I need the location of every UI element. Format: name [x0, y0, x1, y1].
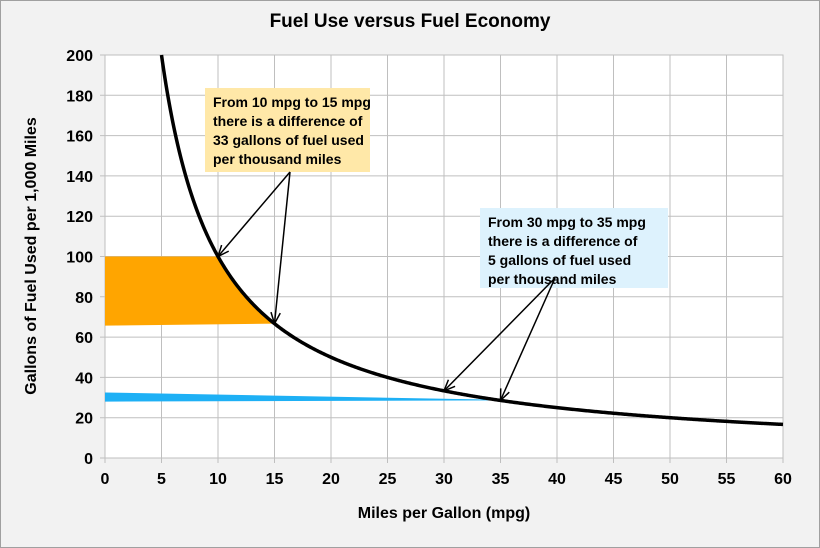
annotation-text: per thousand miles — [213, 151, 342, 167]
arrowhead-icon — [216, 244, 230, 258]
arrowhead-icon — [442, 379, 456, 393]
y-tick-label: 40 — [75, 370, 93, 387]
highlight-30-35-mpg — [105, 392, 501, 402]
x-tick-label: 55 — [718, 471, 736, 488]
annotation-arrow — [499, 277, 556, 401]
fuel-use-curve — [159, 54, 784, 427]
x-tick-label: 40 — [548, 471, 566, 488]
x-tick-label: 5 — [157, 471, 166, 488]
x-tick-label: 45 — [605, 471, 623, 488]
arrowhead-icon — [270, 311, 281, 326]
y-tick-label: 180 — [66, 88, 93, 105]
y-axis-label: Gallons of Fuel Used per 1,000 Miles — [23, 117, 40, 395]
annotation-box — [480, 208, 668, 288]
annotation-text: From 30 mpg to 35 mpg — [488, 214, 646, 230]
x-tick-label: 35 — [492, 471, 510, 488]
y-tick-label: 160 — [66, 129, 93, 146]
annotation-arrow — [273, 171, 291, 324]
x-tick-label: 50 — [661, 471, 679, 488]
x-tick-label: 15 — [266, 471, 284, 488]
y-tick-label: 20 — [75, 411, 93, 428]
chart-title: Fuel Use versus Fuel Economy — [270, 11, 551, 32]
annotation-text: there is a difference of — [213, 113, 363, 129]
x-tick-label: 25 — [379, 471, 397, 488]
x-tick-label: 60 — [774, 471, 792, 488]
x-tick-label: 20 — [322, 471, 340, 488]
annotation-text: From 10 mpg to 15 mpg — [213, 94, 371, 110]
annotation-text: per thousand miles — [488, 271, 617, 287]
y-tick-label: 100 — [66, 250, 93, 267]
x-tick-label: 10 — [209, 471, 227, 488]
annotation-arrow — [443, 277, 556, 392]
annotation-arrow — [217, 171, 291, 257]
annotation-text: there is a difference of — [488, 233, 638, 249]
x-tick-label: 30 — [435, 471, 453, 488]
annotation-text: 33 gallons of fuel used — [213, 132, 364, 148]
x-tick-label: 0 — [101, 471, 110, 488]
arrowhead-icon — [499, 388, 510, 403]
y-tick-label: 140 — [66, 169, 93, 186]
y-tick-label: 120 — [66, 209, 93, 226]
y-tick-label: 0 — [84, 451, 93, 468]
annotation-box — [205, 88, 370, 172]
annotation-text: 5 gallons of fuel used — [488, 252, 631, 268]
y-tick-label: 80 — [75, 290, 93, 307]
y-tick-label: 200 — [66, 48, 93, 65]
highlight-10-15-mpg — [105, 256, 275, 326]
y-tick-label: 60 — [75, 330, 93, 347]
x-axis-label: Miles per Gallon (mpg) — [358, 505, 530, 522]
